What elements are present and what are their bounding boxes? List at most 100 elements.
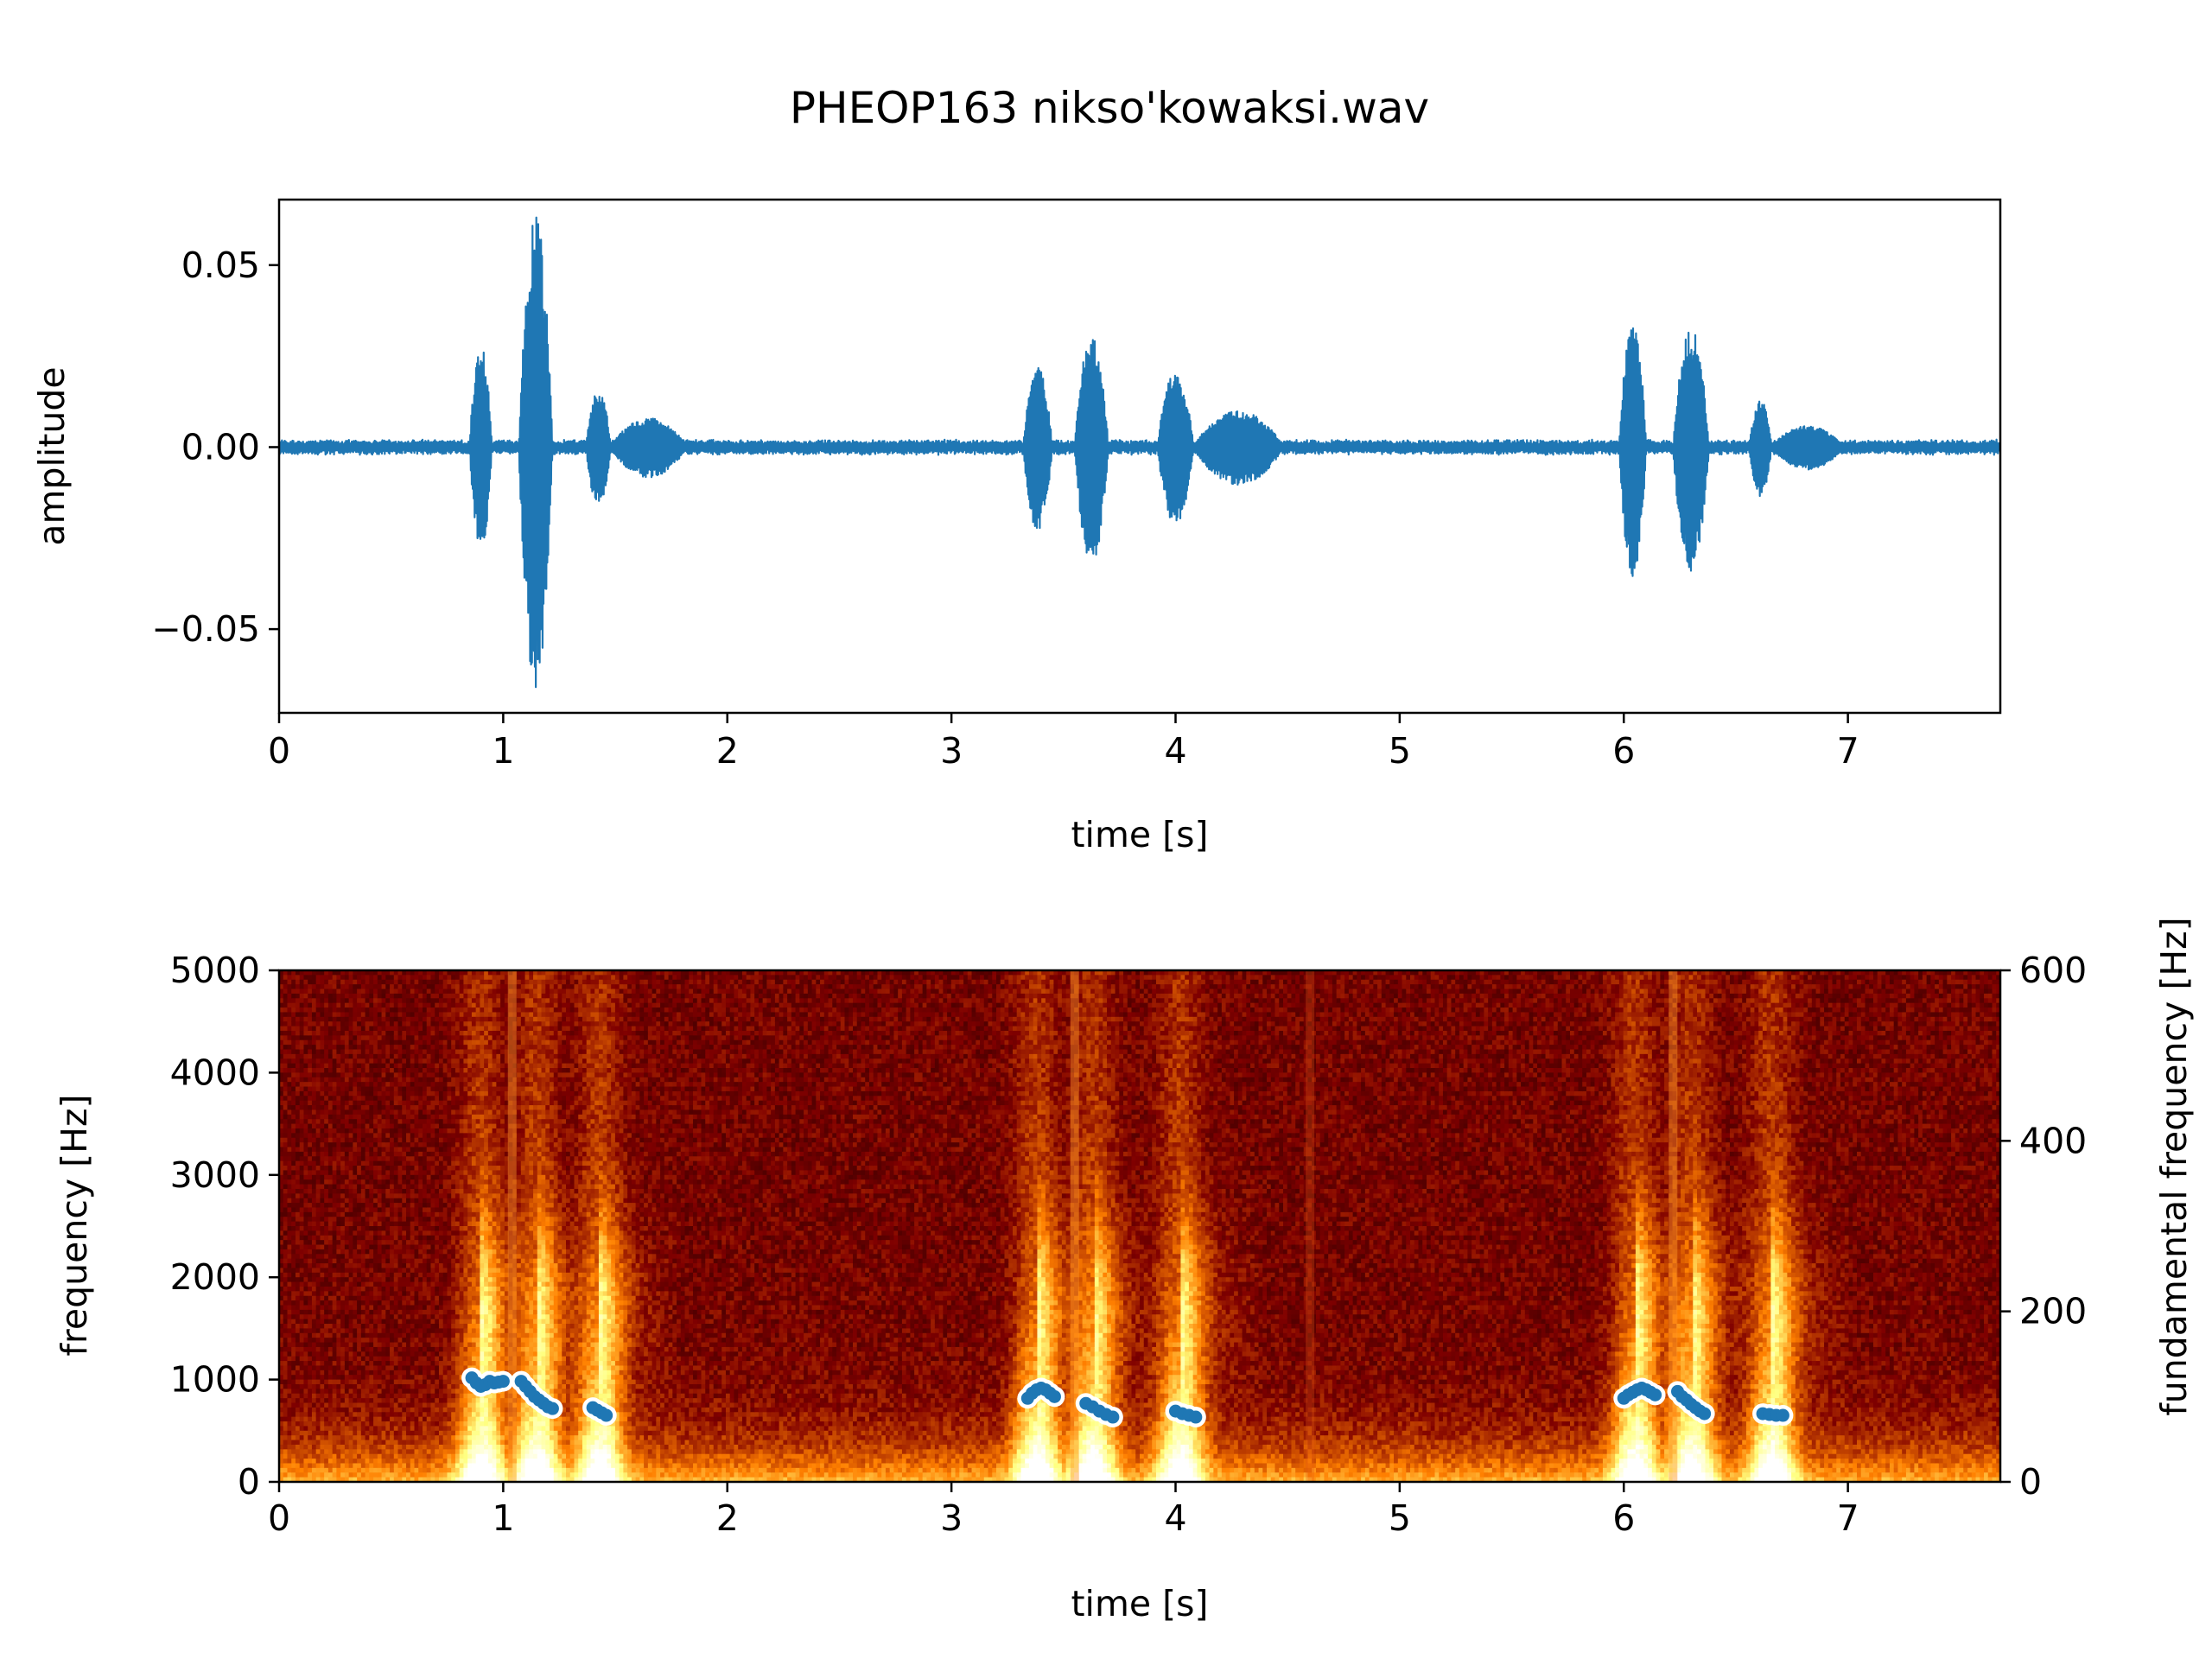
spectrogram-cell — [311, 1244, 317, 1250]
spectrogram-cell — [418, 1090, 423, 1096]
spectrogram-cell — [311, 1365, 317, 1371]
spectrogram-cell — [287, 1430, 292, 1436]
spectrogram-cell — [390, 1430, 395, 1436]
spectrogram-cell — [353, 1133, 358, 1139]
spectrogram-cell — [303, 1053, 308, 1059]
spectrogram-cell — [327, 1281, 334, 1287]
spectrogram-cell — [414, 1100, 419, 1106]
spectrogram-cell — [414, 1184, 419, 1190]
spectrogram-cell — [283, 1128, 289, 1134]
spectrogram-cell — [438, 1444, 444, 1450]
spectrogram-cell — [397, 1277, 403, 1283]
spectrogram-cell — [336, 1174, 341, 1180]
spectrogram-cell — [426, 1389, 432, 1395]
spectrogram-cell — [340, 1412, 346, 1418]
spectrogram-cell — [324, 1100, 329, 1106]
spectrogram-cell — [348, 1039, 353, 1046]
spectrogram-cell — [295, 1402, 301, 1408]
spectrogram-cell — [308, 1049, 313, 1055]
spectrogram-cell — [381, 1123, 386, 1129]
spectrogram-cell — [279, 1179, 284, 1185]
spectrogram-cell — [340, 1375, 346, 1381]
spectrogram-cell — [430, 1477, 435, 1482]
spectrogram-cell — [447, 1319, 452, 1325]
spectrogram-cell — [303, 1105, 308, 1111]
spectrogram-cell — [410, 1160, 416, 1166]
spectrogram-cell — [385, 1068, 391, 1073]
spectrogram-cell — [365, 1477, 370, 1482]
spectrogram-cell — [283, 1346, 289, 1352]
spectrogram-cell — [426, 1249, 432, 1255]
spectrogram-cell — [324, 1281, 329, 1287]
spectrogram-cell — [340, 1226, 346, 1231]
spectrogram-cell — [373, 1272, 378, 1278]
spectrogram-cell — [426, 1467, 432, 1473]
spectrogram-cell — [385, 1063, 391, 1069]
spectrogram-cell — [438, 1272, 444, 1278]
spectrogram-cell — [410, 1198, 416, 1204]
spectrogram-cell — [348, 1166, 353, 1172]
spectrogram-cell — [336, 1356, 341, 1362]
spectrogram-cell — [357, 1105, 362, 1111]
spectrogram-cell — [283, 1324, 289, 1329]
spectrogram-cell — [283, 1077, 289, 1083]
spectrogram-cell — [414, 970, 419, 976]
spectrogram-cell — [414, 1077, 419, 1083]
spectrogram-cell — [402, 1351, 407, 1357]
spectrogram-cell — [459, 1030, 465, 1036]
spectrogram-cell — [381, 1063, 386, 1069]
spectrogram-cell — [303, 1100, 308, 1106]
spectrogram-cell — [447, 1375, 452, 1381]
spectrogram-cell — [311, 1338, 317, 1344]
spectrogram-cell — [438, 1156, 444, 1162]
spectrogram-cell — [390, 1114, 395, 1120]
spectrogram-cell — [287, 1416, 292, 1422]
spectrogram-cell — [377, 1105, 383, 1111]
spectrogram-cell — [311, 1188, 317, 1194]
spectrogram-cell — [435, 1217, 440, 1223]
spectrogram-cell — [291, 1082, 296, 1088]
spectrogram-cell — [308, 1398, 313, 1404]
spectrogram-cell — [377, 979, 383, 985]
spectrogram-cell — [299, 1440, 305, 1446]
spectrogram-cell — [287, 1166, 292, 1172]
spectrogram-cell — [279, 1217, 284, 1223]
spectrogram-cell — [365, 1082, 370, 1088]
spectrogram-cell — [397, 1039, 403, 1046]
spectrogram-cell — [418, 970, 423, 976]
spectrogram-cell — [463, 975, 468, 981]
spectrogram-cell — [451, 1365, 456, 1371]
spectrogram-cell — [291, 1072, 296, 1078]
spectrogram-cell — [377, 1272, 383, 1278]
spectrogram-cell — [385, 1407, 391, 1413]
spectrogram-cell — [332, 1402, 337, 1408]
spectrogram-cell — [344, 1370, 350, 1376]
spectrogram-cell — [365, 1281, 370, 1287]
spectrogram-cell — [393, 1268, 399, 1274]
spectrogram-cell — [377, 1012, 383, 1018]
spectrogram-cell — [332, 1170, 337, 1176]
spectrogram-cell — [373, 1314, 378, 1320]
spectrogram-cell — [365, 1440, 370, 1446]
spectrogram-cell — [320, 1412, 325, 1418]
spectrogram-cell — [348, 1086, 353, 1092]
spectrogram-cell — [279, 1375, 284, 1381]
spectrogram-cell — [393, 1370, 399, 1376]
spectrogram-cell — [369, 1402, 374, 1408]
spectrogram-cell — [373, 1188, 378, 1194]
spectrogram-cell — [332, 1295, 337, 1301]
spectrogram-cell — [459, 1096, 465, 1102]
spectrogram-cell — [344, 998, 350, 1004]
spectrogram-cell — [315, 1416, 321, 1422]
spectrogram-cell — [348, 993, 353, 999]
spectrogram-cell — [447, 1281, 452, 1287]
spectrogram-cell — [365, 1361, 370, 1367]
spectrogram-cell — [360, 1412, 366, 1418]
spectrogram-cell — [442, 1319, 448, 1325]
spectrogram-cell — [311, 1389, 317, 1395]
spectrogram-cell — [381, 1128, 386, 1134]
spectrogram-cell — [365, 988, 370, 995]
spectrogram-cell — [340, 1407, 346, 1413]
spectrogram-cell — [414, 1453, 419, 1459]
spectrogram-cell — [447, 1407, 452, 1413]
